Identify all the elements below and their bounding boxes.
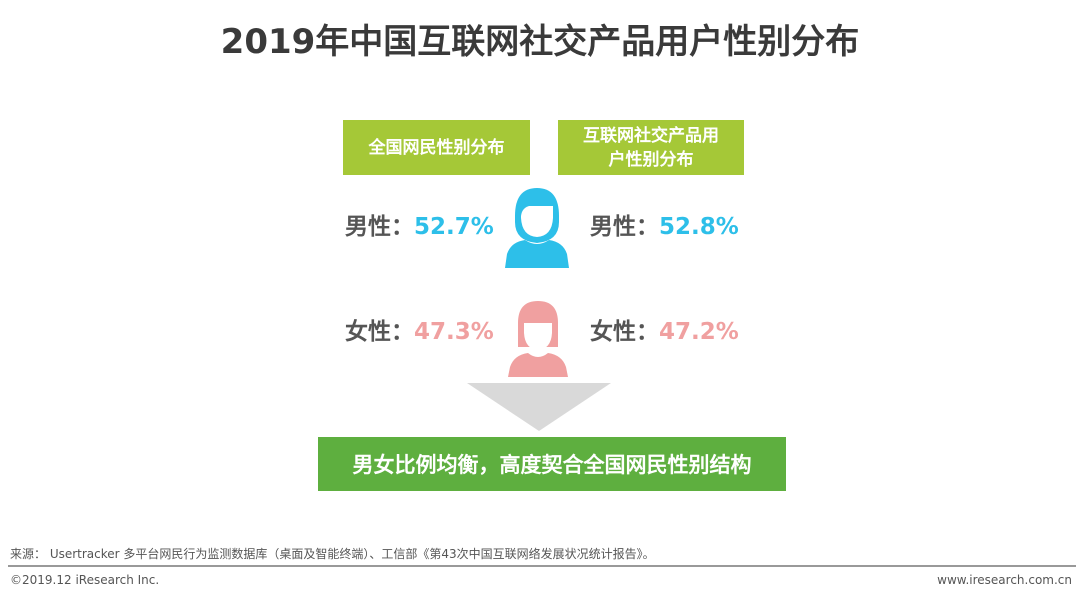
source-note: 来源： Usertracker 多平台网民行为监测数据库（桌面及智能终端）、工信… <box>10 547 655 561</box>
male-social-stat: 男性：52.8% <box>590 207 739 241</box>
page-title: 2019年中国互联网社交产品用户性别分布 <box>220 22 860 62</box>
footer-divider <box>8 565 1076 567</box>
male-label: 男性： <box>345 214 414 240</box>
female-person-icon <box>508 301 568 377</box>
male-national-value: 52.7% <box>414 214 494 240</box>
female-label: 女性： <box>590 319 659 345</box>
female-social-value: 47.2% <box>659 319 739 345</box>
down-triangle-arrow-icon <box>467 383 611 431</box>
copyright: ©2019.12 iResearch Inc. <box>10 573 160 587</box>
header-national: 全国网民性别分布 <box>343 120 530 175</box>
male-national-stat: 男性：52.7% <box>345 207 494 241</box>
conclusion-banner: 男女比例均衡，高度契合全国网民性别结构 <box>318 437 786 491</box>
male-label: 男性： <box>590 214 659 240</box>
male-person-icon <box>505 188 569 268</box>
female-national-stat: 女性：47.3% <box>345 312 494 346</box>
male-social-value: 52.8% <box>659 214 739 240</box>
header-social: 互联网社交产品用户性别分布 <box>558 120 744 175</box>
website-link[interactable]: www.iresearch.com.cn <box>937 573 1072 587</box>
female-label: 女性： <box>345 319 414 345</box>
female-social-stat: 女性：47.2% <box>590 312 739 346</box>
female-national-value: 47.3% <box>414 319 494 345</box>
